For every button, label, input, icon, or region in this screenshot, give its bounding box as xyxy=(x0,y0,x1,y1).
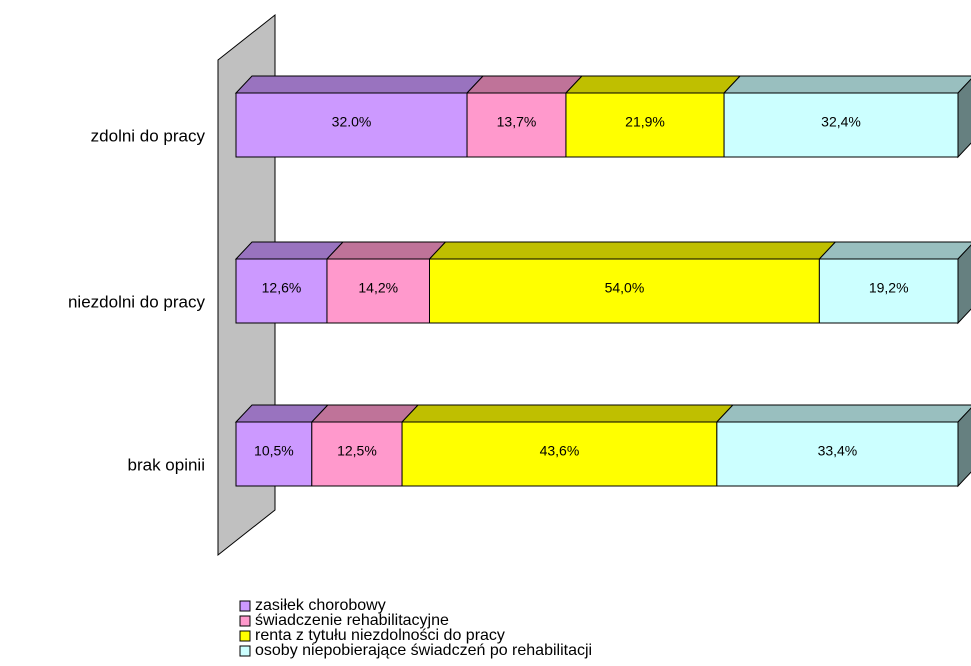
value-label: 54,0% xyxy=(605,280,645,296)
bar-side xyxy=(957,407,971,488)
bar xyxy=(466,92,567,158)
legend-swatch xyxy=(239,630,251,642)
value-label: 32.0% xyxy=(332,114,372,130)
bar xyxy=(235,92,468,158)
bar-top xyxy=(400,404,735,423)
bar-side xyxy=(957,244,971,325)
category-label: niezdolni do pracy xyxy=(68,292,206,311)
legend-label: renta z tytułu niezdolności do pracy xyxy=(255,627,505,644)
bar xyxy=(565,92,725,158)
value-label: 21,9% xyxy=(625,114,665,130)
value-label: 19,2% xyxy=(869,280,909,296)
bar-top xyxy=(428,241,837,260)
value-label: 10,5% xyxy=(254,443,294,459)
bar-top xyxy=(234,75,485,94)
bar-top xyxy=(818,241,971,260)
legend-swatch xyxy=(239,615,251,627)
legend-label: zasiłek chorobowy xyxy=(255,597,386,614)
value-label: 12,6% xyxy=(262,280,302,296)
bar xyxy=(326,258,430,324)
bar xyxy=(235,421,313,487)
value-label: 32,4% xyxy=(821,114,861,130)
legend-label: osoby niepobierające świadczeń po rehabi… xyxy=(255,642,592,659)
value-label: 33,4% xyxy=(818,443,858,459)
bar xyxy=(723,92,959,158)
bar-top xyxy=(325,241,447,260)
legend-label: świadczenie rehabilitacyjne xyxy=(255,612,449,629)
category-label: brak opinii xyxy=(128,455,206,474)
bar-top xyxy=(310,404,420,423)
bar-side xyxy=(957,78,971,159)
bar-top xyxy=(715,404,971,423)
bar xyxy=(716,421,959,487)
bar xyxy=(401,421,718,487)
bar-top xyxy=(234,241,345,260)
value-label: 43,6% xyxy=(540,443,580,459)
bar-top xyxy=(722,75,971,94)
bar xyxy=(235,258,328,324)
bar xyxy=(428,258,820,324)
bar-top xyxy=(465,75,584,94)
value-label: 12,5% xyxy=(337,443,377,459)
value-label: 14,2% xyxy=(358,280,398,296)
legend-swatch xyxy=(239,645,251,657)
legend-swatch xyxy=(239,600,251,612)
bar xyxy=(311,421,403,487)
bar-top xyxy=(564,75,742,94)
value-label: 13,7% xyxy=(497,114,537,130)
category-label: zdolni do pracy xyxy=(91,126,206,145)
